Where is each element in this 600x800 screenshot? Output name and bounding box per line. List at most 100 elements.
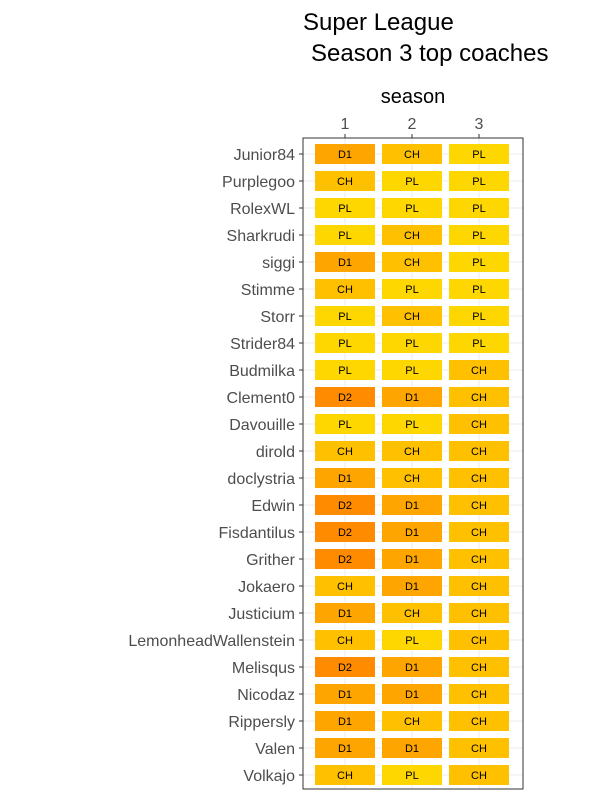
y-tick-label: Strider84 <box>230 336 295 353</box>
heatmap-cell-label: D1 <box>338 473 352 485</box>
heatmap-cell-label: CH <box>404 473 420 485</box>
heatmap-cell-label: CH <box>471 743 487 755</box>
heatmap-cell-label: D1 <box>338 149 352 161</box>
heatmap-cell-label: CH <box>471 419 487 431</box>
heatmap-cell <box>315 738 375 758</box>
heatmap-cell-label: PL <box>472 203 485 215</box>
heatmap-cell-label: PL <box>405 365 418 377</box>
heatmap-cell-label: PL <box>472 149 485 161</box>
heatmap-cell <box>382 711 442 731</box>
y-tick-label: Justicium <box>228 606 295 623</box>
heatmap-cell <box>315 441 375 461</box>
heatmap-cell <box>382 225 442 245</box>
heatmap-cell <box>315 603 375 623</box>
heatmap-cell <box>315 144 375 164</box>
heatmap-cell <box>382 630 442 650</box>
heatmap-cell <box>382 576 442 596</box>
heatmap-cell-label: D2 <box>338 554 352 566</box>
heatmap-cell-label: PL <box>405 338 418 350</box>
heatmap-cell-label: PL <box>405 419 418 431</box>
heatmap-cell <box>315 225 375 245</box>
heatmap-cell-label: D2 <box>338 500 352 512</box>
heatmap-cell-label: CH <box>337 284 353 296</box>
heatmap-cell-label: PL <box>405 203 418 215</box>
heatmap-cell <box>382 603 442 623</box>
heatmap-cell-label: PL <box>405 176 418 188</box>
y-tick-label: Edwin <box>251 498 295 515</box>
heatmap-cell <box>315 414 375 434</box>
heatmap-cell-label: D2 <box>338 662 352 674</box>
heatmap-cell-label: PL <box>338 311 351 323</box>
x-axis-title: season <box>381 86 446 108</box>
heatmap-cell-label: PL <box>338 365 351 377</box>
y-tick-label: Valen <box>255 741 295 758</box>
heatmap-cell-label: CH <box>337 446 353 458</box>
heatmap-cell <box>382 468 442 488</box>
heatmap-cell-label: CH <box>471 446 487 458</box>
heatmap-cell-label: PL <box>338 338 351 350</box>
x-tick-label: 1 <box>341 116 350 133</box>
heatmap-cell-label: CH <box>471 689 487 701</box>
heatmap-cell <box>382 144 442 164</box>
heatmap-cell <box>315 765 375 785</box>
heatmap-cell <box>315 549 375 569</box>
heatmap-cell <box>382 441 442 461</box>
heatmap-cell-label: D1 <box>405 581 419 593</box>
chart-title-line-2: Season 3 top coaches <box>311 40 549 67</box>
heatmap-cell-label: CH <box>337 581 353 593</box>
heatmap-cell-label: CH <box>337 635 353 647</box>
heatmap-cell <box>382 765 442 785</box>
heatmap-cell <box>382 738 442 758</box>
y-tick-label: Volkajo <box>243 768 295 785</box>
y-tick-label: Rippersly <box>228 714 295 731</box>
heatmap-cell <box>382 333 442 353</box>
heatmap-cell-label: PL <box>338 203 351 215</box>
y-tick-label: Clement0 <box>227 390 296 407</box>
heatmap-cell-label: D1 <box>405 392 419 404</box>
heatmap-cell <box>449 522 509 542</box>
y-tick-label: Storr <box>260 309 295 326</box>
heatmap-cell-label: CH <box>471 554 487 566</box>
heatmap-cell <box>382 171 442 191</box>
heatmap-cell <box>315 306 375 326</box>
heatmap-cell <box>382 279 442 299</box>
y-tick-label: LemonheadWallenstein <box>128 633 295 650</box>
heatmap-cell <box>382 495 442 515</box>
heatmap-cell-label: D1 <box>338 608 352 620</box>
heatmap-cell-label: PL <box>338 419 351 431</box>
heatmap-cell-label: D2 <box>338 392 352 404</box>
y-tick-label: Budmilka <box>229 363 295 380</box>
heatmap-cell-label: PL <box>472 338 485 350</box>
heatmap-cell-label: PL <box>338 230 351 242</box>
heatmap-cell <box>449 144 509 164</box>
heatmap-cell <box>382 657 442 677</box>
heatmap-cell <box>315 198 375 218</box>
heatmap-cell <box>315 657 375 677</box>
heatmap-cell <box>315 630 375 650</box>
heatmap-cell-label: PL <box>472 284 485 296</box>
heatmap-cell <box>315 333 375 353</box>
heatmap-cell-label: PL <box>472 176 485 188</box>
heatmap-cell <box>315 279 375 299</box>
heatmap-cell <box>449 441 509 461</box>
heatmap-cell-label: CH <box>404 716 420 728</box>
heatmap-cell-label: PL <box>472 230 485 242</box>
heatmap-cell-label: D1 <box>338 716 352 728</box>
heatmap-cell <box>449 630 509 650</box>
heatmap-cell-label: D1 <box>338 743 352 755</box>
heatmap-cell <box>315 495 375 515</box>
heatmap-cell <box>449 684 509 704</box>
heatmap-cell-label: CH <box>471 581 487 593</box>
heatmap-cell <box>382 387 442 407</box>
panel-border <box>302 137 524 790</box>
heatmap-cell <box>382 252 442 272</box>
heatmap-cell-label: CH <box>404 257 420 269</box>
heatmap-cell-label: CH <box>471 473 487 485</box>
heatmap-cell-label: PL <box>472 311 485 323</box>
y-tick-label: doclystria <box>227 471 295 488</box>
heatmap-cell <box>449 657 509 677</box>
heatmap-cell <box>382 549 442 569</box>
heatmap-cell-label: D1 <box>405 662 419 674</box>
heatmap-cell <box>449 468 509 488</box>
y-tick-label: Grither <box>246 552 296 569</box>
